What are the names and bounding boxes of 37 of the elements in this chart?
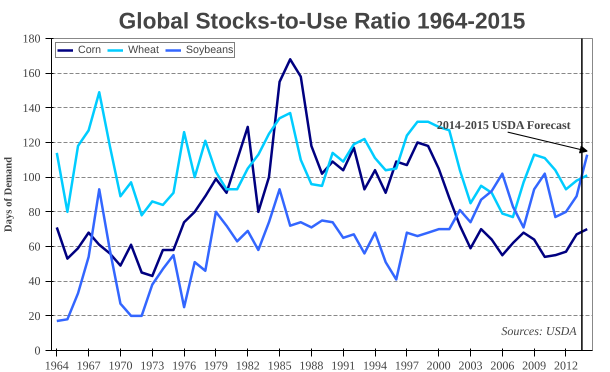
y-tick-label: 80	[28, 204, 40, 219]
legend-label: Wheat	[128, 44, 159, 56]
legend-label: Soybeans	[186, 44, 234, 56]
y-tick-label: 60	[28, 240, 40, 254]
x-tick-label: 1982	[236, 358, 260, 372]
y-axis-title: Days of Demand	[4, 156, 14, 232]
line-series	[56, 153, 588, 322]
line-series	[56, 58, 588, 278]
y-tick-label: 20	[28, 308, 40, 323]
x-tick-label: 2003	[458, 358, 483, 372]
x-tick-label: 1976	[172, 358, 196, 372]
chart-title: Global Stocks-to-Use Ratio 1964-2015	[118, 8, 526, 34]
y-tick-label: 0	[34, 344, 40, 358]
annotation: Sources: USDA	[501, 324, 578, 338]
legend-label: Corn	[78, 44, 102, 56]
x-tick-label: 1985	[268, 358, 292, 372]
x-tick-label: 1973	[140, 358, 164, 372]
x-tick-label: 1997	[394, 358, 419, 372]
y-tick-label: 180	[22, 32, 40, 46]
y-tick-label: 100	[22, 170, 40, 184]
y-tick-label: 140	[22, 100, 40, 115]
line-series	[56, 90, 588, 218]
x-tick-label: 1994	[363, 358, 388, 372]
x-tick-label: 1967	[76, 358, 101, 372]
annotation: 2014-2015 USDA Forecast	[436, 118, 571, 132]
x-tick-label: 1964	[44, 358, 69, 372]
y-tick-label: 160	[22, 66, 40, 80]
x-tick-label: 2006	[490, 358, 514, 372]
x-tick-label: 1979	[204, 358, 228, 372]
x-tick-label: 2012	[554, 358, 578, 372]
y-tick-label: 120	[22, 136, 40, 150]
y-tick-label: 40	[28, 274, 40, 288]
x-tick-label: 1991	[331, 358, 356, 372]
x-tick-label: 2009	[522, 358, 546, 372]
x-tick-label: 1970	[108, 358, 132, 372]
x-tick-label: 1988	[299, 358, 324, 372]
x-tick-label: 2000	[426, 358, 451, 372]
